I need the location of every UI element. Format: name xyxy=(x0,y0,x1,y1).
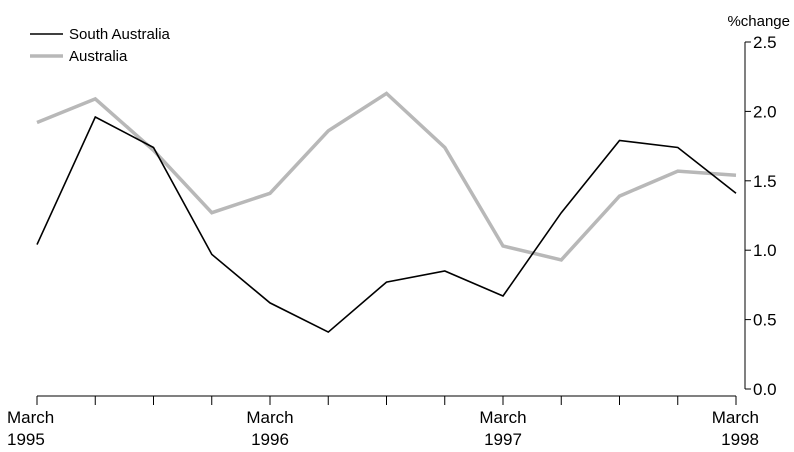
series-line-south-australia xyxy=(37,117,736,332)
legend-label: Australia xyxy=(69,48,128,65)
x-tick-label-year: 1998 xyxy=(721,430,759,449)
x-tick-label-year: 1997 xyxy=(484,430,522,449)
y-tick-label: 2.5 xyxy=(753,33,777,52)
x-tick-label-year: 1996 xyxy=(251,430,289,449)
series-lines xyxy=(37,93,736,332)
chart-axes: March 1995 March 1996 March 1997 March 1998 0.0 0… xyxy=(7,33,777,449)
y-axis-unit-label: %change xyxy=(727,13,790,30)
x-tick-label-year: 1995 xyxy=(7,430,45,449)
legend-label: South Australia xyxy=(69,26,171,43)
x-tick-label-month: March xyxy=(712,408,759,427)
x-tick-label-month: March xyxy=(246,408,293,427)
y-tick-label: 1.0 xyxy=(753,241,777,260)
y-tick-label: 0.0 xyxy=(753,380,777,399)
y-tick-label: 0.5 xyxy=(753,311,777,330)
x-tick-label-month: March xyxy=(479,408,526,427)
series-line-australia xyxy=(37,93,736,260)
y-tick-label: 1.5 xyxy=(753,172,777,191)
y-tick-label: 2.0 xyxy=(753,102,777,121)
legend: South Australia Australia xyxy=(30,26,171,65)
x-tick-label-month: March xyxy=(7,408,54,427)
